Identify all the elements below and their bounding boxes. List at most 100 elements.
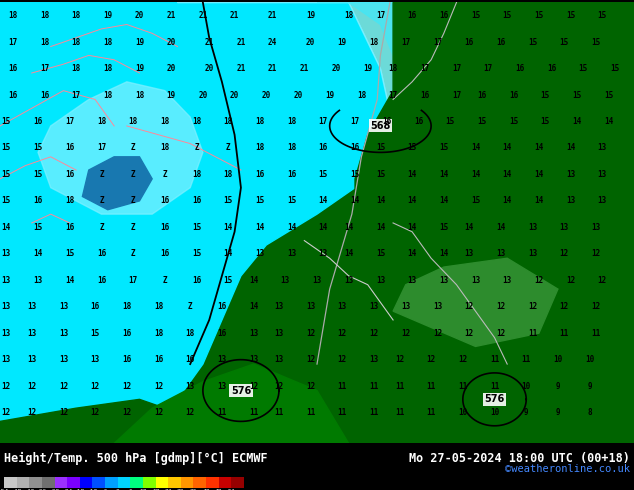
Text: 14: 14 <box>256 223 264 232</box>
Text: 16: 16 <box>408 11 417 20</box>
Text: Z: Z <box>99 170 104 179</box>
Text: 13: 13 <box>370 302 378 311</box>
Text: 12: 12 <box>528 302 537 311</box>
Text: 13: 13 <box>376 276 385 285</box>
Text: 13: 13 <box>408 276 417 285</box>
Text: 15: 15 <box>446 117 455 126</box>
Text: 36: 36 <box>190 489 197 490</box>
Text: 19: 19 <box>135 64 144 73</box>
Text: 18: 18 <box>192 117 201 126</box>
Polygon shape <box>0 399 190 443</box>
Text: 15: 15 <box>566 11 575 20</box>
Text: 14: 14 <box>573 117 581 126</box>
Text: 14: 14 <box>503 170 512 179</box>
Text: 17: 17 <box>433 38 442 47</box>
Text: Z: Z <box>131 223 136 232</box>
Text: 15: 15 <box>192 249 201 258</box>
Bar <box>168 477 181 488</box>
Text: 18: 18 <box>344 11 353 20</box>
Text: 15: 15 <box>376 144 385 152</box>
Text: 14: 14 <box>287 223 296 232</box>
Text: 13: 13 <box>313 276 321 285</box>
Text: 18: 18 <box>40 11 49 20</box>
Text: 13: 13 <box>275 329 283 338</box>
Text: 16: 16 <box>496 38 505 47</box>
Text: 12: 12 <box>433 329 442 338</box>
Text: 13: 13 <box>249 329 258 338</box>
Text: 18: 18 <box>192 170 201 179</box>
Text: 13: 13 <box>439 276 448 285</box>
Text: 15: 15 <box>287 196 296 205</box>
Text: 24: 24 <box>164 489 172 490</box>
Text: 18: 18 <box>72 64 81 73</box>
Bar <box>16 477 29 488</box>
Text: 21: 21 <box>167 11 176 20</box>
Text: 17: 17 <box>452 64 461 73</box>
Bar <box>55 477 67 488</box>
Text: 13: 13 <box>528 223 537 232</box>
Text: 15: 15 <box>408 144 417 152</box>
Text: 14: 14 <box>503 144 512 152</box>
Text: 16: 16 <box>465 38 474 47</box>
Text: 9: 9 <box>587 382 592 391</box>
Text: 15: 15 <box>592 38 600 47</box>
Text: 13: 13 <box>433 302 442 311</box>
Text: 15: 15 <box>319 170 328 179</box>
Polygon shape <box>38 82 203 214</box>
Text: 16: 16 <box>515 64 524 73</box>
Text: 20: 20 <box>294 91 302 99</box>
Bar <box>155 477 168 488</box>
Text: 15: 15 <box>471 196 480 205</box>
Text: 15: 15 <box>376 170 385 179</box>
Text: 16: 16 <box>97 276 106 285</box>
Polygon shape <box>393 258 558 346</box>
Text: Height/Temp. 500 hPa [gdmp][°C] ECMWF: Height/Temp. 500 hPa [gdmp][°C] ECMWF <box>4 452 268 465</box>
Text: 14: 14 <box>439 196 448 205</box>
Text: 16: 16 <box>319 144 328 152</box>
Text: 19: 19 <box>363 64 372 73</box>
Text: 18: 18 <box>160 117 169 126</box>
Text: 11: 11 <box>490 382 499 391</box>
Text: 13: 13 <box>281 276 290 285</box>
Text: 20: 20 <box>205 64 214 73</box>
Text: 10: 10 <box>585 355 594 364</box>
Text: 9: 9 <box>555 408 560 417</box>
Text: 16: 16 <box>382 117 391 126</box>
Text: -48: -48 <box>11 489 22 490</box>
Text: Z: Z <box>188 302 193 311</box>
Text: 13: 13 <box>217 355 226 364</box>
Text: 18: 18 <box>40 38 49 47</box>
Text: 13: 13 <box>186 382 195 391</box>
Text: 13: 13 <box>59 302 68 311</box>
Bar <box>80 477 93 488</box>
Text: -18: -18 <box>74 489 86 490</box>
Text: 14: 14 <box>503 196 512 205</box>
Text: 17: 17 <box>389 91 398 99</box>
Text: 16: 16 <box>40 91 49 99</box>
Text: 13: 13 <box>27 302 36 311</box>
Text: Z: Z <box>194 144 199 152</box>
Text: 9: 9 <box>524 408 529 417</box>
Bar <box>206 477 219 488</box>
Text: 16: 16 <box>97 249 106 258</box>
Text: 15: 15 <box>560 38 569 47</box>
Text: 16: 16 <box>8 91 17 99</box>
Text: 19: 19 <box>103 11 112 20</box>
Text: 11: 11 <box>338 408 347 417</box>
Text: 15: 15 <box>376 249 385 258</box>
Text: 16: 16 <box>217 329 226 338</box>
Text: 18: 18 <box>370 38 378 47</box>
Text: 15: 15 <box>256 196 264 205</box>
Text: 16: 16 <box>65 170 74 179</box>
Text: 17: 17 <box>72 91 81 99</box>
Text: 14: 14 <box>319 223 328 232</box>
Text: 13: 13 <box>598 170 607 179</box>
Text: 12: 12 <box>427 355 436 364</box>
Text: 15: 15 <box>477 117 486 126</box>
Text: Z: Z <box>131 196 136 205</box>
Text: 14: 14 <box>34 249 42 258</box>
Text: 11: 11 <box>217 408 226 417</box>
Text: 19: 19 <box>325 91 334 99</box>
Text: 12: 12 <box>592 249 600 258</box>
Text: 15: 15 <box>439 144 448 152</box>
